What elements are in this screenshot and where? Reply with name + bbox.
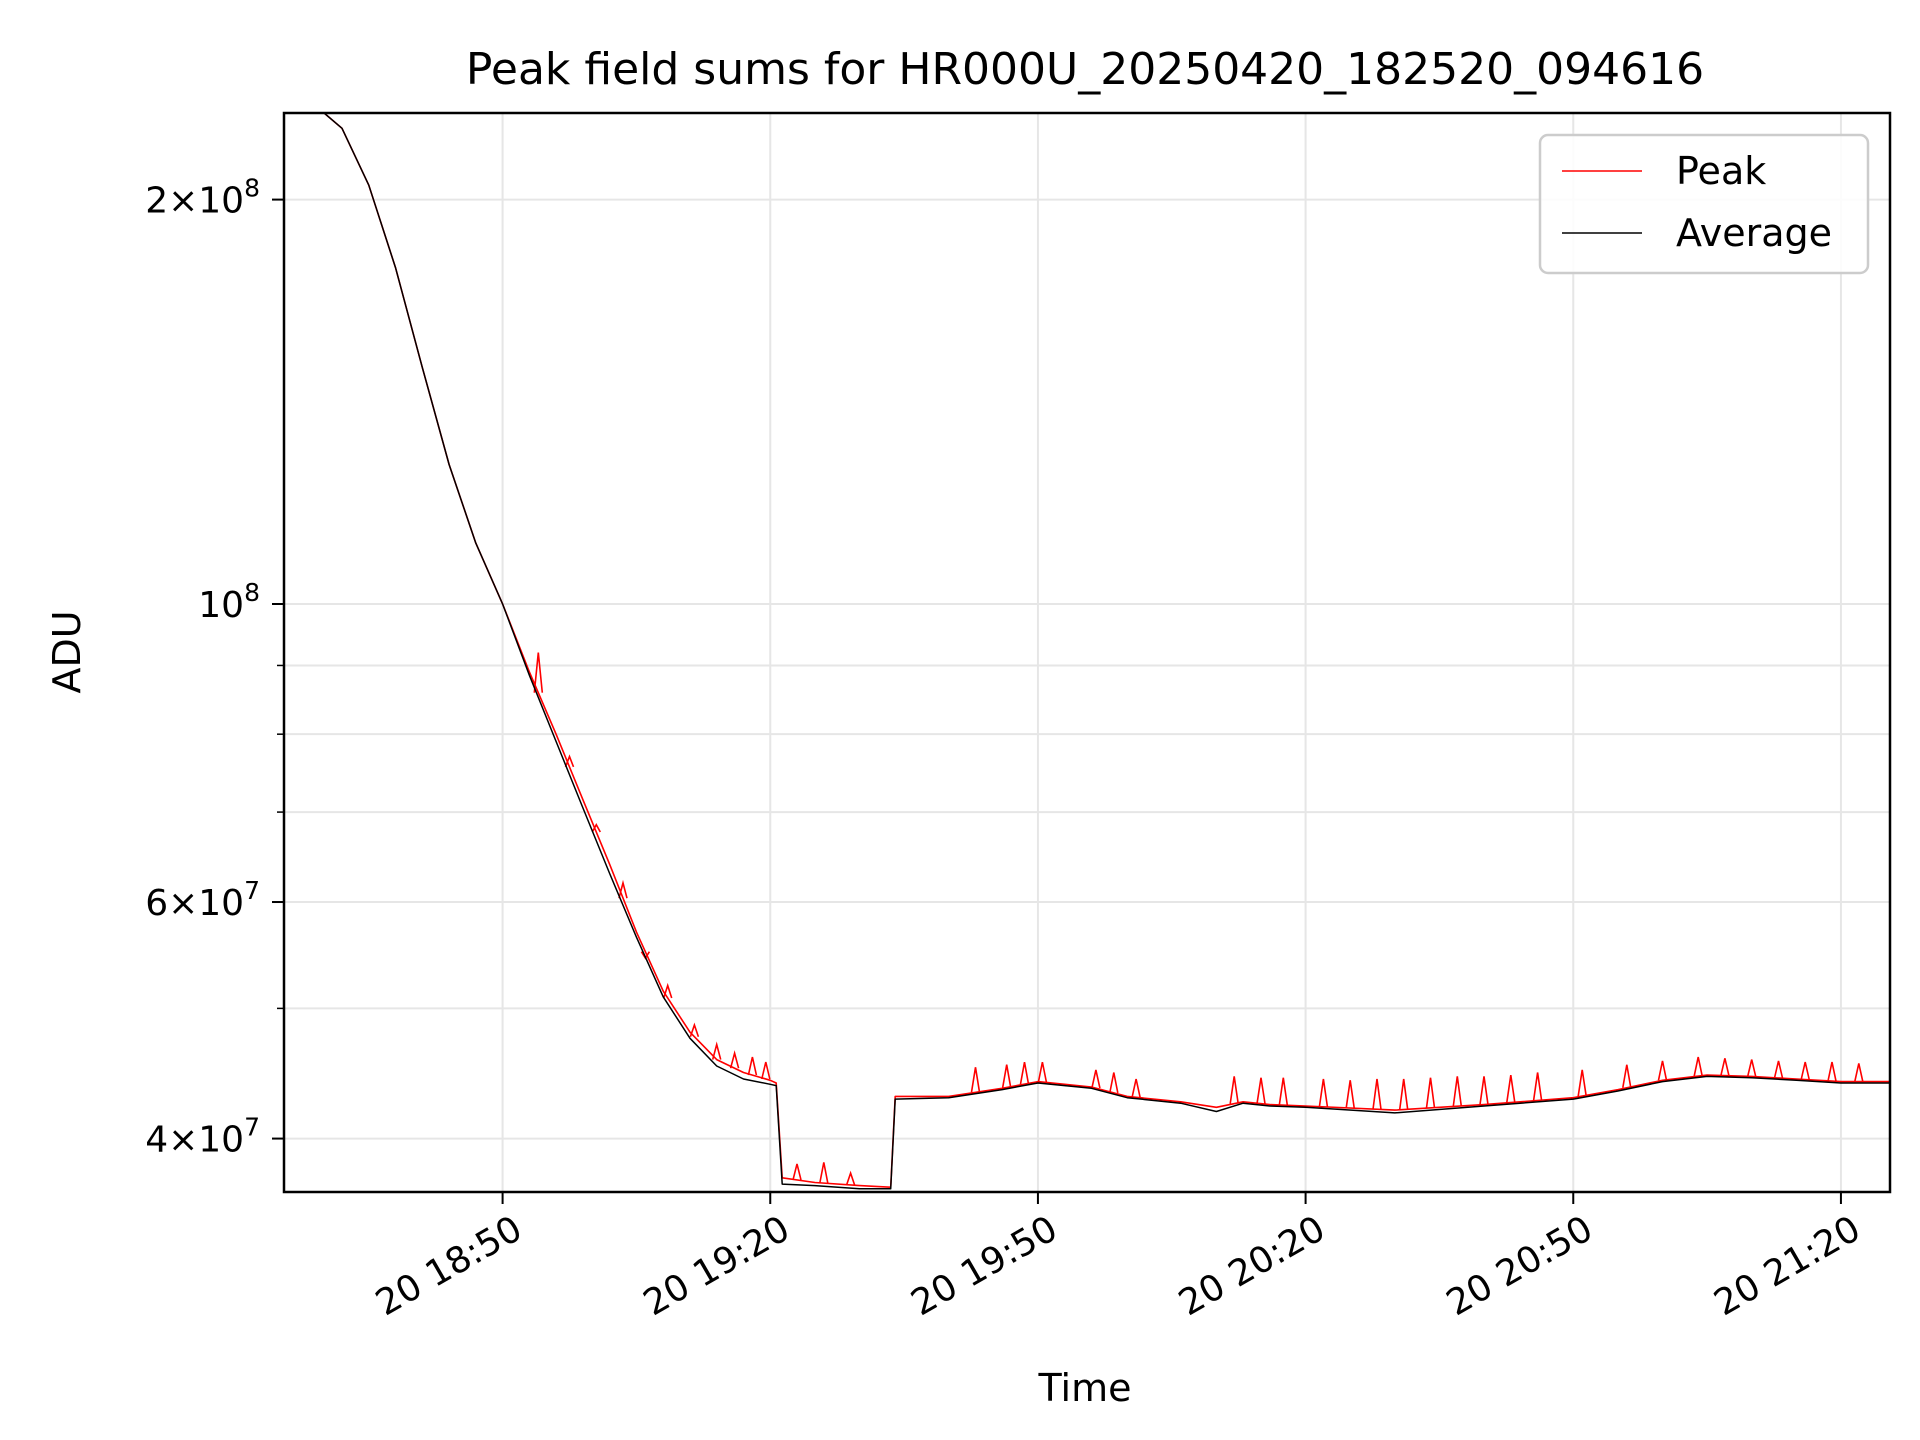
peak-spike (564, 754, 575, 768)
y-axis-label: ADU (45, 610, 89, 693)
legend-label-peak: Peak (1676, 149, 1766, 193)
peak-spike (1452, 1076, 1463, 1107)
peak-spike (1746, 1059, 1757, 1077)
peak-spike (1091, 1069, 1101, 1089)
peak-spike (1479, 1076, 1489, 1105)
peak-spike (819, 1162, 829, 1184)
y-axis: 2×108 108 6×107 4×107 (145, 174, 284, 1161)
peak-spike (1131, 1078, 1141, 1098)
peak-spike (729, 1050, 740, 1069)
peak-spike (533, 652, 544, 693)
peak-spike (1278, 1077, 1289, 1106)
peak-spike (1506, 1074, 1516, 1103)
peak-spike (1693, 1056, 1703, 1077)
peak-spike (591, 823, 602, 833)
y-tick-label: 2×108 (145, 174, 260, 222)
legend-box (1538, 133, 1870, 275)
peak-spike (689, 1022, 700, 1038)
peak-spike (1532, 1072, 1543, 1101)
peak-spike (1827, 1061, 1837, 1082)
peak-spike (1037, 1061, 1048, 1083)
peak-spike (1720, 1058, 1730, 1076)
peak-spike (1345, 1080, 1355, 1109)
peak-spike (1773, 1060, 1784, 1079)
peak-spike (747, 1056, 758, 1076)
peak-spike (1318, 1078, 1329, 1107)
peak-spike (1854, 1063, 1864, 1082)
peak-spike (662, 982, 673, 999)
peak-spike (845, 1170, 856, 1186)
peak-spike (618, 879, 628, 899)
legend: Peak Average (1538, 133, 1870, 275)
x-axis-label: Time (1038, 1366, 1132, 1410)
peak-spike (1800, 1061, 1810, 1080)
peak-spike (1109, 1072, 1119, 1094)
peak-spike (1398, 1078, 1409, 1110)
peak-spike (1425, 1077, 1436, 1109)
legend-label-average: Average (1676, 211, 1832, 255)
peak-spike (1372, 1078, 1382, 1110)
peak-spike (711, 1041, 722, 1060)
peak-spike (1001, 1064, 1012, 1088)
series-line-average (284, 113, 1890, 1190)
peak-spike (1577, 1069, 1587, 1097)
y-tick-label: 108 (198, 578, 260, 626)
peak-spike (970, 1067, 981, 1093)
series-layer (284, 113, 1890, 1190)
peak-spike (1622, 1064, 1632, 1088)
peak-spike (1657, 1060, 1668, 1081)
peak-spike (792, 1163, 802, 1181)
peak-spike (1256, 1077, 1266, 1104)
plot-frame (282, 111, 1892, 1194)
y-tick-label: 6×107 (145, 876, 260, 924)
peak-spike (1229, 1076, 1239, 1104)
peak-spike (761, 1061, 771, 1080)
y-tick-label: 4×107 (145, 1113, 260, 1161)
chart-title: Peak field sums for HR000U_20250420_1825… (466, 44, 1704, 95)
peak-spike (1019, 1061, 1030, 1085)
